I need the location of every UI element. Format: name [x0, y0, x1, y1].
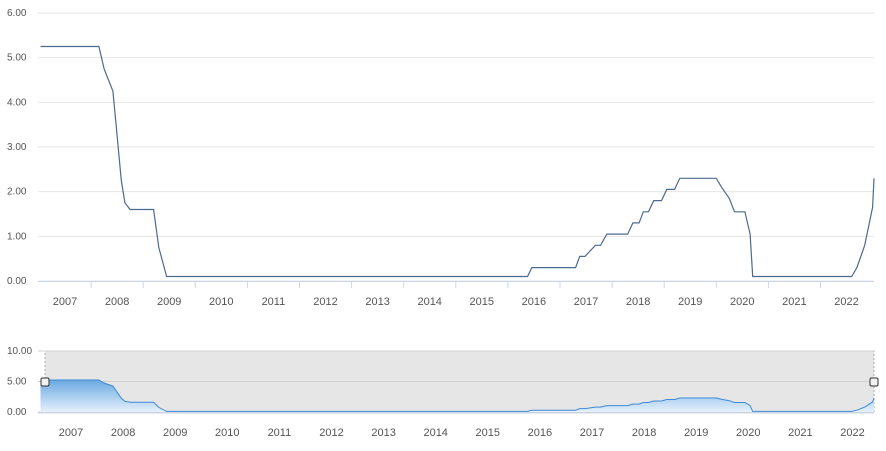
main-y-axis: 0.00 1.00 2.00 3.00 4.00 5.00 6.00 [7, 8, 27, 287]
main-x-tick-label: 2011 [262, 296, 286, 308]
main-chart: 0.001.002.003.004.005.006.00 2007 2008 200… [7, 8, 875, 308]
main-x-tick-label: 2020 [730, 296, 754, 308]
navigator-x-tick-label: 2009 [163, 427, 187, 439]
navigator-handles[interactable] [40, 377, 879, 387]
navigator-x-tick-label: 2011 [268, 427, 292, 439]
navigator-x-tick-label: 2007 [59, 427, 83, 439]
navigator-x-tick-label: 2020 [736, 427, 760, 439]
navigator-x-tick-label: 2008 [111, 427, 135, 439]
navigator-x-tick-label: 2016 [528, 427, 552, 439]
main-x-tick-label: 2021 [782, 296, 806, 308]
main-x-tick-label: 2009 [157, 296, 181, 308]
navigator-y-axis: 0.00 5.00 10.00 [7, 346, 32, 418]
navigator-y-tick-label: 10.00 [7, 346, 32, 357]
navigator-x-tick-label: 2021 [788, 427, 812, 439]
main-x-tick-label: 2014 [417, 296, 441, 308]
navigator-x-tick-label: 2013 [371, 427, 395, 439]
main-series [40, 45, 875, 278]
main-x-tick-label: 2013 [365, 296, 389, 308]
navigator-area-line [40, 379, 875, 412]
navigator-x-tick-label: 2014 [423, 427, 447, 439]
navigator-x-tick-label: 2022 [840, 427, 864, 439]
main-x-tick-label: 2022 [834, 296, 858, 308]
navigator-x-tick-label: 2017 [580, 427, 604, 439]
main-y-tick-label: 5.00 [7, 53, 27, 64]
navigator-x-tick-label: 2012 [319, 427, 343, 439]
main-x-tick-label: 2018 [626, 296, 650, 308]
main-x-tick-label: 2012 [313, 296, 337, 308]
navigator-handle-left[interactable] [40, 377, 50, 387]
navigator-x-axis: 2007 2008 2009 2010 2011 2012 2013 2014 2015 2016… [38, 412, 874, 439]
main-x-tick-label: 2008 [105, 296, 129, 308]
main-x-tick-label: 2015 [470, 296, 494, 308]
main-y-tick-label: 1.00 [7, 231, 27, 242]
navigator-x-tick-label: 2015 [476, 427, 500, 439]
main-y-tick-label: 6.00 [7, 8, 27, 19]
main-series-line [40, 45, 875, 278]
main-grid [38, 12, 874, 282]
main-y-tick-label: 2.00 [7, 187, 27, 198]
navigator-x-tick-label: 2019 [684, 427, 708, 439]
main-x-tick-label: 2007 [53, 296, 77, 308]
main-x-tick-label: 2019 [678, 296, 702, 308]
navigator-y-tick-label: 5.00 [7, 377, 27, 388]
main-x-axis: 2007 2008 2009 2010 2011 2012 2013 2014 2015 2016… [38, 281, 874, 308]
navigator-x-tick-label: 2010 [215, 427, 239, 439]
main-x-tick-label: 2016 [522, 296, 546, 308]
navigator-area-fill [40, 380, 874, 412]
navigator-handle-right[interactable] [869, 377, 879, 387]
navigator-x-tick-label: 2018 [632, 427, 656, 439]
main-y-tick-label: 0.00 [7, 276, 27, 287]
navigator-series [40, 379, 875, 412]
main-y-tick-label: 4.00 [7, 97, 27, 108]
main-x-tick-label: 2017 [574, 296, 598, 308]
main-x-tick-label: 2010 [209, 296, 233, 308]
navigator-y-tick-label: 0.00 [7, 407, 27, 418]
main-y-tick-label: 3.00 [7, 142, 27, 153]
